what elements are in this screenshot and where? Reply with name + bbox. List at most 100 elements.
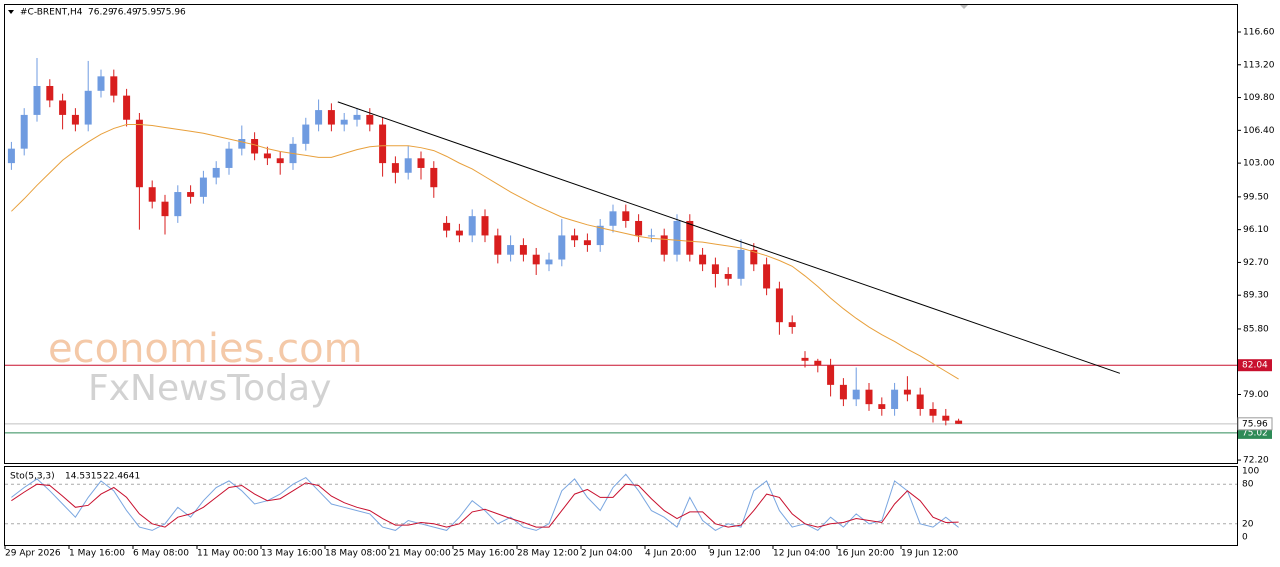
header-ohlc: 76.29 [88,8,114,18]
candle-body [571,235,579,241]
candle-body [737,249,745,279]
y-tick-label: 72.20 [1243,456,1269,466]
x-tick-label: 28 May 12:00 [517,549,579,559]
candle-body [353,114,361,120]
candle-body [263,153,271,159]
candle-body [660,235,668,255]
stoch-value: 14.5315 [65,472,102,482]
candle-body [404,158,412,173]
candle-body [110,76,118,96]
candle-body [327,110,335,125]
menu-arrow[interactable] [8,10,14,14]
y-tick-label: 116.60 [1243,27,1275,37]
candle-body [251,139,259,154]
trendline [337,101,1121,374]
stoch-value: 22.4641 [103,472,140,482]
candle-body [71,114,79,125]
candle-body [558,235,566,260]
watermark: FxNewsToday [88,368,331,409]
candle-body [788,322,796,328]
candle-body [711,264,719,274]
candle-body [814,360,822,366]
candle-body [942,415,950,421]
y-tick-label: 92.70 [1243,258,1269,268]
candle-body [379,124,387,164]
x-tick-label: 12 Jun 04:00 [773,549,830,559]
y-tick-label: 113.20 [1243,60,1275,70]
candle-body [46,85,54,101]
y-tick-label: 89.30 [1243,291,1269,301]
candle-body [302,124,310,144]
shift-marker [960,5,968,9]
candle-body [750,249,758,265]
candle-body [417,158,425,168]
y-tick-label: 85.80 [1243,324,1269,334]
candle-body [955,420,963,424]
level-label: 75.02 [1242,428,1268,438]
y-tick-label: 103.00 [1243,159,1275,169]
candle-body [340,119,348,125]
candle-body [878,404,886,409]
y-tick-label: 79.00 [1243,390,1269,400]
header-ohlc: 75.96 [160,8,186,18]
candle-body [519,245,527,255]
stoch-tick-label: 0 [1242,533,1248,543]
candle-body [148,187,156,202]
candle-body [622,211,630,221]
stoch-tick-label: 20 [1242,519,1254,529]
x-tick-label: 6 May 08:00 [133,549,189,559]
stoch-tick-label: 80 [1242,480,1254,490]
y-tick-label: 109.80 [1243,93,1275,103]
candle-body [532,254,540,265]
candle-body [647,235,655,237]
candle-body [20,114,28,149]
x-tick-label: 2 Jun 04:00 [581,549,633,559]
level-label: 82.04 [1242,361,1268,371]
x-tick-label: 13 May 16:00 [261,549,323,559]
candle-body [596,225,604,246]
candle-body [123,95,131,120]
candle-body [238,139,246,149]
candle-body [174,192,182,217]
candle-body [199,177,207,197]
candle-body [865,389,873,405]
candle-body [7,148,15,164]
candle-body [455,230,463,236]
candle-body [583,240,591,246]
main-panel [4,4,1238,464]
candle-body [635,220,643,236]
indicator-name: Sto(5,3,3) [10,472,55,482]
candle-body [775,288,783,323]
candle-body [315,110,323,125]
candle-body [609,211,617,226]
moving-average [11,124,959,380]
symbol: #C-BRENT,H4 [20,8,83,18]
candle-body [225,148,233,168]
x-tick-label: 29 Apr 2026 [5,549,61,559]
candle-body [212,167,220,178]
x-tick-label: 9 Jun 12:00 [709,549,761,559]
candle-body [763,264,771,289]
header-ohlc: 75.95 [136,8,162,18]
candle-body [481,216,489,236]
y-tick-label: 106.40 [1243,126,1275,136]
candle-body [366,114,374,125]
candle-body [468,216,476,236]
candle-body [903,389,911,395]
candle-body [916,394,924,409]
stoch-line [11,473,959,532]
x-tick-label: 25 May 16:00 [453,549,515,559]
y-tick-label: 99.50 [1243,192,1269,202]
candle-body [135,119,143,188]
candle-body [891,389,899,409]
candle-body [97,76,105,91]
candle-body [839,384,847,400]
candle-body [699,254,707,265]
y-tick-label: 96.10 [1243,225,1269,235]
x-tick-label: 4 Jun 20:00 [645,549,697,559]
x-tick-label: 19 Jun 12:00 [901,549,958,559]
candle-body [276,158,284,164]
candle-body [929,408,937,416]
bid-label-box [1237,417,1273,431]
